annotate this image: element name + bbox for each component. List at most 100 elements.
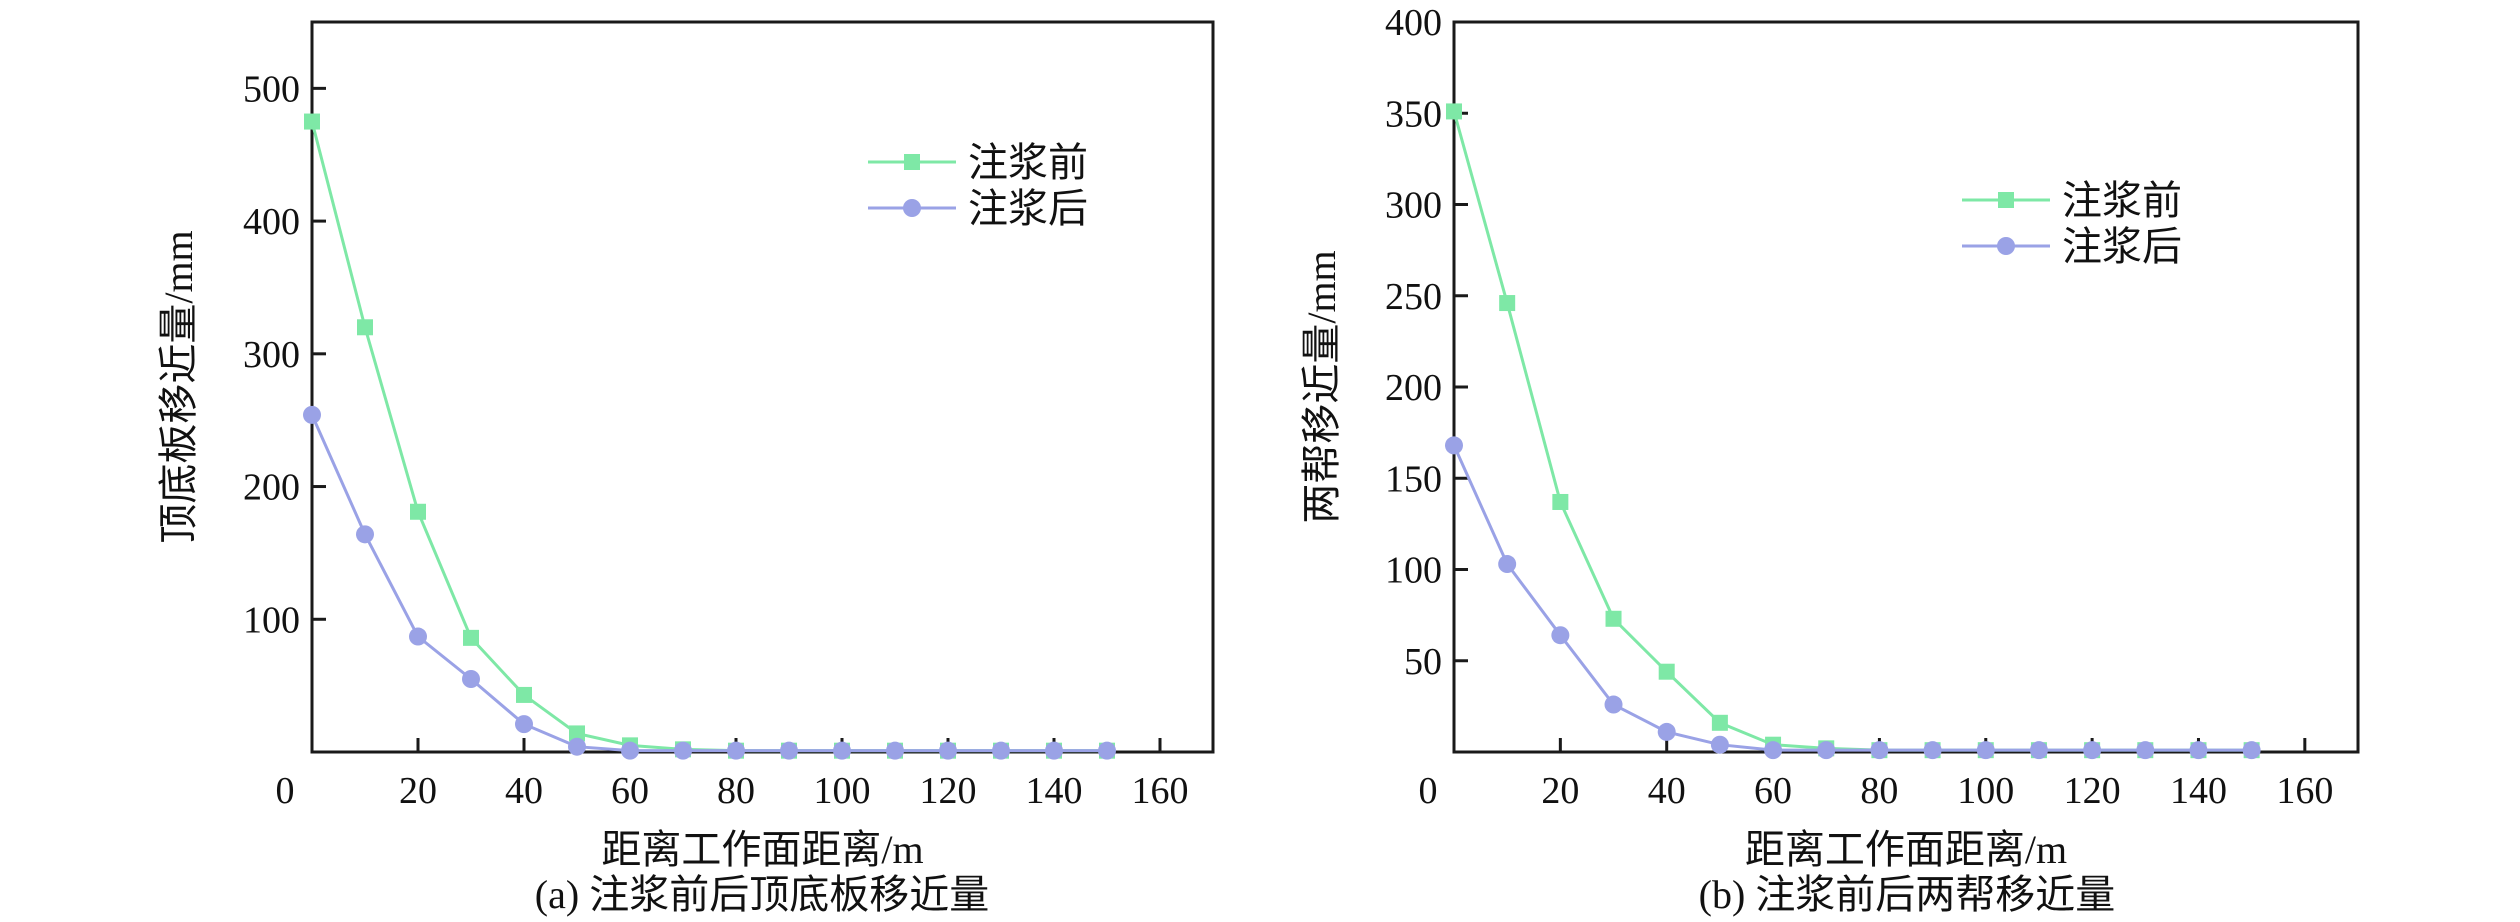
data-point-circle bbox=[621, 741, 639, 760]
legend-label: 注浆前 bbox=[2062, 178, 2182, 223]
x-tick-label: 0 bbox=[276, 770, 295, 812]
data-point-circle bbox=[1710, 735, 1729, 754]
legend-entry: 注浆前 bbox=[868, 140, 1088, 185]
y-axis-label: 顶底板移近量/mm bbox=[156, 230, 201, 543]
data-point-square bbox=[1552, 493, 1569, 510]
y-tick-label: 200 bbox=[1385, 367, 1442, 409]
legend-marker-circle bbox=[903, 199, 921, 217]
data-point-circle bbox=[727, 741, 745, 760]
x-tick-label: 40 bbox=[1648, 770, 1686, 812]
data-point-square bbox=[357, 319, 373, 336]
x-tick-label: 80 bbox=[1860, 770, 1898, 812]
x-tick-label: 40 bbox=[505, 770, 543, 812]
legend-marker-square bbox=[904, 154, 920, 170]
series-line-after bbox=[310, 414, 1107, 753]
y-axis-label: 两帮移近量/mm bbox=[1299, 250, 1344, 523]
y-tick-label: 150 bbox=[1385, 458, 1442, 500]
data-point-circle bbox=[1098, 741, 1116, 760]
chart-caption: (a) 注浆前后顶底板移近量 bbox=[535, 872, 989, 917]
data-point-circle bbox=[780, 741, 798, 760]
data-point-circle bbox=[568, 737, 586, 756]
y-tick-label: 500 bbox=[243, 68, 300, 110]
x-tick-label: 0 bbox=[1419, 770, 1438, 812]
chart-caption: (b) 注浆前后两帮移近量 bbox=[1699, 872, 2116, 917]
data-point-circle bbox=[1657, 722, 1676, 741]
data-point-square bbox=[410, 503, 426, 520]
x-tick-label: 20 bbox=[399, 770, 437, 812]
data-point-circle bbox=[2136, 741, 2155, 760]
data-point-circle bbox=[356, 525, 374, 544]
data-point-square bbox=[1658, 663, 1675, 680]
x-tick-label: 60 bbox=[611, 770, 649, 812]
x-tick-label: 120 bbox=[2064, 770, 2121, 812]
y-tick-label: 100 bbox=[243, 599, 300, 641]
data-point-circle bbox=[1445, 436, 1463, 455]
data-point-circle bbox=[1045, 741, 1063, 760]
data-point-circle bbox=[992, 741, 1010, 760]
x-tick-label: 20 bbox=[1541, 770, 1579, 812]
x-tick-label: 160 bbox=[2276, 770, 2333, 812]
y-tick-label: 250 bbox=[1385, 276, 1442, 318]
x-tick-label: 60 bbox=[1754, 770, 1792, 812]
data-point-circle bbox=[1923, 741, 1942, 760]
data-point-square bbox=[1499, 295, 1516, 312]
chart-b: 0 20 40 60 80 100 120 140 160 50 100 150 200 250 300 35… bbox=[1299, 2, 2360, 917]
y-tick-label: 400 bbox=[243, 201, 300, 243]
data-point-square bbox=[1605, 610, 1622, 627]
data-point-square bbox=[304, 113, 320, 130]
data-point-circle bbox=[833, 741, 851, 760]
y-tick-label: 50 bbox=[1404, 641, 1442, 683]
legend-marker-square bbox=[1998, 192, 2014, 208]
x-tick-label: 100 bbox=[1957, 770, 2014, 812]
x-tick-label: 140 bbox=[2170, 770, 2227, 812]
data-point-square bbox=[569, 725, 585, 742]
x-axis-label: 距离工作面距离/m bbox=[601, 827, 923, 872]
x-tick-label: 80 bbox=[717, 770, 755, 812]
series-line-after bbox=[1452, 444, 2252, 752]
legend-label: 注浆后 bbox=[2062, 224, 2182, 269]
data-point-square bbox=[516, 686, 532, 703]
x-tick-label: 160 bbox=[1132, 770, 1189, 812]
data-point-circle bbox=[1870, 741, 1889, 760]
data-point-square bbox=[1711, 714, 1728, 731]
data-point-circle bbox=[462, 670, 480, 688]
data-point-circle bbox=[1817, 741, 1836, 760]
y-tick-label: 400 bbox=[1385, 2, 1442, 44]
x-tick-label: 120 bbox=[920, 770, 977, 812]
data-point-circle bbox=[2083, 741, 2102, 760]
legend-entry: 注浆后 bbox=[1962, 224, 2182, 269]
data-point-circle bbox=[303, 405, 321, 424]
x-axis-label: 距离工作面距离/m bbox=[1745, 827, 2067, 872]
data-point-square bbox=[463, 629, 479, 646]
data-point-circle bbox=[2242, 741, 2261, 760]
plot-frame bbox=[310, 20, 1215, 754]
data-point-circle bbox=[515, 715, 533, 734]
chart-a: 0 20 40 60 80 100 120 140 160 100 200 300 400 500 距离工作… bbox=[156, 20, 1215, 917]
data-point-circle bbox=[409, 627, 427, 646]
y-tick-label: 300 bbox=[243, 334, 300, 376]
plot-frame bbox=[1452, 20, 2360, 754]
data-point-circle bbox=[1604, 695, 1623, 714]
data-point-circle bbox=[2029, 741, 2048, 760]
y-tick-label: 300 bbox=[1385, 185, 1442, 227]
data-point-circle bbox=[1764, 741, 1783, 760]
y-tick-label: 200 bbox=[243, 467, 300, 509]
data-point-circle bbox=[674, 741, 692, 760]
legend-label: 注浆后 bbox=[968, 186, 1088, 231]
x-tick-label: 100 bbox=[814, 770, 871, 812]
legend-entry: 注浆前 bbox=[1962, 178, 2182, 223]
data-point-square bbox=[1446, 103, 1462, 120]
data-point-circle bbox=[886, 741, 904, 760]
legend-marker-circle bbox=[1997, 237, 2015, 255]
y-tick-label: 350 bbox=[1385, 93, 1442, 135]
data-point-circle bbox=[1551, 626, 1570, 645]
x-tick-label: 140 bbox=[1026, 770, 1083, 812]
data-point-circle bbox=[2189, 741, 2208, 760]
data-point-circle bbox=[939, 741, 957, 760]
legend-entry: 注浆后 bbox=[868, 186, 1088, 231]
y-tick-label: 100 bbox=[1385, 550, 1442, 592]
data-point-circle bbox=[1976, 741, 1995, 760]
data-point-circle bbox=[1498, 555, 1517, 574]
legend-label: 注浆前 bbox=[968, 140, 1088, 185]
